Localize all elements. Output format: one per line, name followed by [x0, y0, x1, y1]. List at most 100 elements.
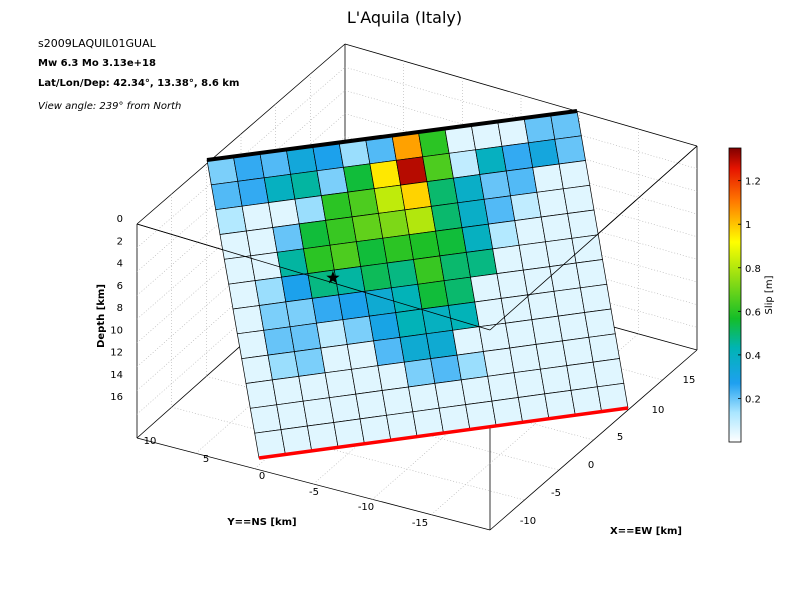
slip-patch: [215, 205, 247, 235]
slip-patch: [478, 322, 511, 352]
slip-patch: [346, 340, 379, 370]
slip-patch: [316, 319, 348, 349]
magnitude-line: Mw 6.3 Mo 3.13e+18: [38, 58, 156, 69]
slip-patch: [276, 248, 309, 278]
slip-patch: [505, 319, 537, 349]
slip-patch: [500, 294, 533, 324]
slip-patch: [509, 344, 541, 374]
slip-patch: [579, 283, 612, 313]
colorbar-label: Slip [m]: [764, 275, 775, 314]
slip-patch: [487, 220, 520, 250]
slip-patch: [474, 298, 506, 328]
slip-patch: [422, 152, 454, 182]
slip-patch: [245, 227, 278, 257]
slip-patch: [505, 167, 538, 197]
slip-patch: [241, 202, 274, 232]
slip-patch: [250, 251, 282, 281]
depth-tick-label: 12: [110, 348, 123, 359]
colorbar-tick-label: 0.6: [745, 307, 761, 318]
slip-patch: [329, 241, 362, 271]
slip-patch: [501, 142, 534, 172]
depth-tick-label: 10: [110, 325, 123, 336]
slip-patch: [311, 294, 344, 324]
slip-patch: [408, 383, 440, 413]
front-axis-line: [136, 223, 491, 331]
slip-patch: [395, 308, 427, 338]
slip-patch: [566, 361, 598, 391]
slip-patch: [351, 365, 383, 395]
slip-patch: [360, 262, 392, 292]
slip-patch: [535, 340, 568, 370]
slip-patch: [408, 230, 441, 260]
slip-patch: [400, 181, 432, 211]
slip-patch: [281, 273, 313, 303]
slip-patch: [554, 135, 586, 165]
slip-patch: [456, 351, 489, 381]
slip-patch: [377, 361, 409, 391]
ns-tick-label: 5: [203, 454, 209, 465]
slip-patch: [465, 248, 498, 278]
slip-patch: [258, 301, 291, 331]
slip-patch: [461, 223, 494, 253]
slip-patch: [514, 216, 546, 246]
slip-patch: [522, 266, 555, 296]
slip-patch: [592, 358, 625, 388]
slip-patch: [426, 177, 459, 207]
colorbar: [728, 147, 742, 443]
ns-tick-label: 0: [259, 471, 265, 482]
fault-top-edge: [206, 109, 578, 162]
slip-patch: [228, 280, 260, 310]
depth-tick-label: 16: [110, 392, 123, 403]
slip-patch: [562, 336, 594, 366]
slip-patch: [355, 390, 387, 420]
ew-tick-label: 5: [617, 432, 623, 443]
depth-tick-label: 2: [117, 236, 123, 247]
slip-patch: [373, 184, 406, 214]
ns-tick-label: -10: [358, 502, 374, 513]
slip-patch: [320, 344, 352, 374]
slip-patch: [448, 149, 481, 179]
slip-patch: [483, 195, 516, 225]
slip-patch: [298, 220, 331, 250]
slip-patch: [558, 160, 591, 190]
slip-patch: [290, 170, 322, 200]
depth-tick-label: 8: [117, 303, 123, 314]
slip-patch: [369, 159, 402, 189]
slip-patch: [430, 354, 462, 384]
slip-patch: [267, 351, 300, 381]
slip-patch: [271, 376, 304, 406]
event-id: s2009LAQUIL01GUAL: [38, 37, 156, 50]
slip-patch: [571, 234, 603, 264]
slip-patch: [434, 379, 467, 409]
slip-patch: [324, 368, 357, 399]
gridline: [372, 317, 580, 500]
slip-patch: [268, 198, 300, 228]
slip-patch: [452, 174, 485, 204]
gridline: [430, 333, 639, 515]
ew-tick-label: 10: [652, 405, 665, 416]
slip-patch: [452, 326, 484, 356]
slip-patch: [549, 262, 581, 292]
slip-patch: [492, 244, 524, 274]
slip-patch: [518, 241, 551, 271]
slip-patch: [439, 252, 471, 282]
slip-patch: [532, 163, 564, 193]
slip-patch: [338, 290, 370, 321]
slip-patch: [496, 269, 529, 299]
slip-patch: [417, 280, 449, 310]
slip-patch: [531, 315, 563, 345]
colorbar-tick-label: 0.4: [745, 351, 761, 362]
slip-patch: [527, 290, 559, 320]
slip-patch: [562, 184, 595, 214]
slip-patch: [457, 198, 489, 228]
ns-tick-label: -15: [412, 518, 428, 529]
box-edge: [489, 349, 698, 531]
slip-patch: [263, 173, 296, 203]
slip-patch: [479, 170, 511, 200]
slip-patch: [223, 255, 256, 285]
slip-patch: [320, 191, 353, 221]
slip-patch: [588, 333, 620, 363]
slip-patch: [378, 209, 410, 239]
slip-patch: [536, 188, 569, 218]
